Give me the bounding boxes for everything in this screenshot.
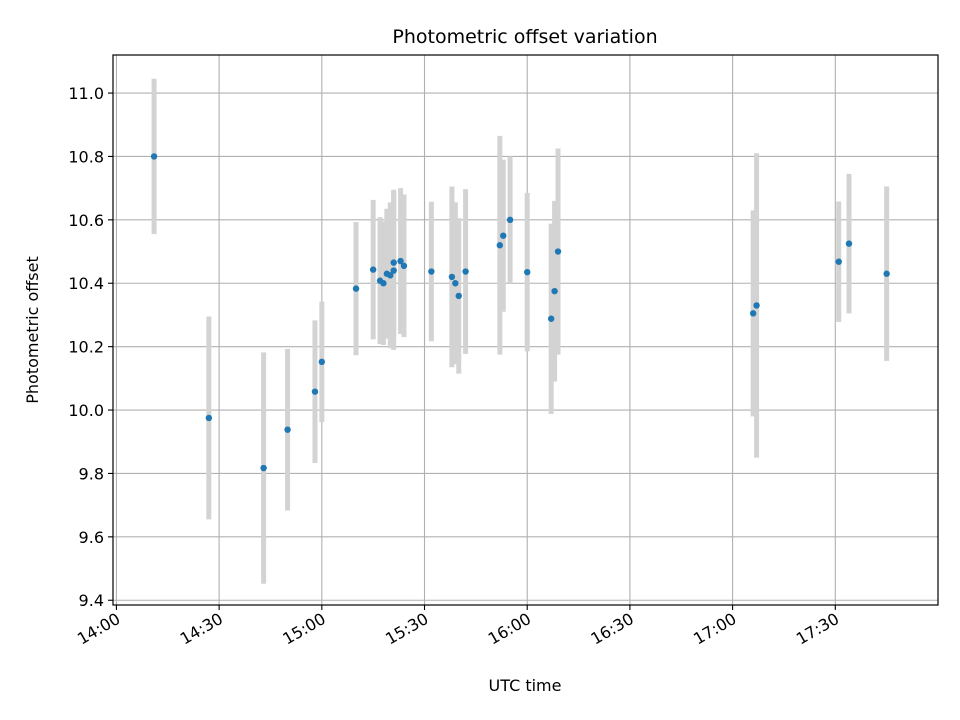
data-point [462,268,469,275]
chart-title: Photometric offset variation [392,26,657,48]
y-tick-label: 11.0 [68,84,104,103]
data-point [551,287,558,295]
y-tick-label: 10.8 [68,147,104,166]
y-tick-label: 10.6 [68,211,104,230]
data-point [554,248,562,255]
data-points [150,153,890,472]
y-tick-label: 10.4 [68,274,104,293]
x-axis-label: UTC time [489,676,562,695]
y-tick-label: 10.0 [68,401,104,420]
data-point [845,240,853,247]
data-point [260,464,267,472]
data-point [380,280,387,287]
data-point [387,272,394,279]
plot-frame [112,54,939,606]
data-point [428,268,435,275]
data-point [547,315,555,322]
data-point [390,259,397,266]
data-point [448,273,456,281]
y-tick-label: 10.2 [68,338,104,357]
data-point [524,268,531,276]
data-point [318,358,326,366]
data-point [835,258,842,265]
data-point [496,242,504,249]
data-point [205,414,213,422]
data-point [397,257,404,265]
data-point [311,388,319,395]
data-point [749,310,757,317]
y-tick-label: 9.8 [79,464,104,483]
data-point [452,280,459,287]
data-point [369,266,377,273]
data-point [500,232,507,239]
data-point [506,216,514,224]
data-point [390,267,397,274]
data-point [150,153,158,160]
data-point [753,302,760,309]
y-tick-label: 9.4 [79,591,104,610]
y-axis-label: Photometric offset [23,256,42,404]
data-point [455,292,462,300]
data-point [352,285,360,292]
data-point [400,262,408,270]
y-axis: 9.4 9.6 9.8 10.0 10.2 10.4 10.6 10.8 11.0 [68,84,113,610]
data-point [883,270,890,277]
y-tick-label: 9.6 [79,528,104,547]
data-point [284,426,291,433]
